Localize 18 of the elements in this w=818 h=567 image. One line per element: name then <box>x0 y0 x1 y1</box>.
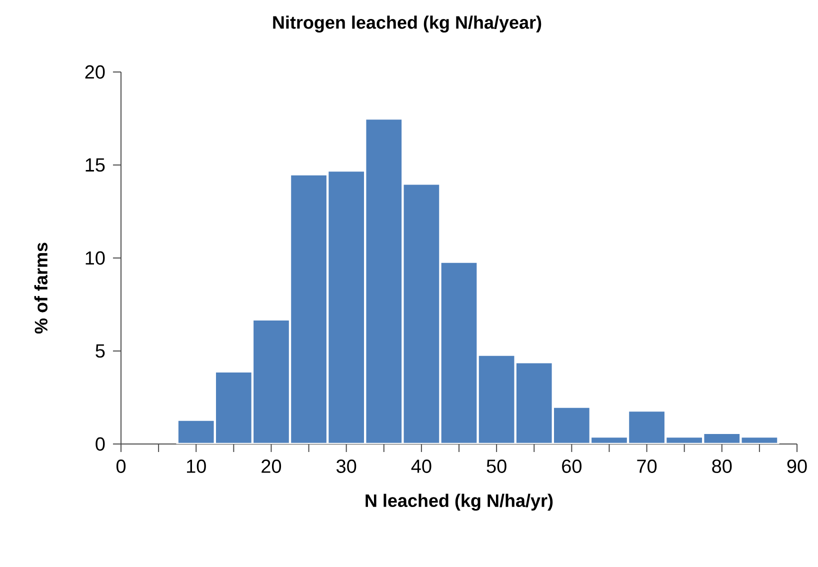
y-tick-label: 5 <box>96 344 105 358</box>
y-axis-title: % of farms <box>34 242 48 334</box>
x-tick-label: 10 <box>186 460 206 473</box>
x-tick-label: 90 <box>787 460 807 473</box>
chart-title: Nitrogen leached (kg N/ha/year) <box>273 16 542 32</box>
y-tick-label: 15 <box>86 158 105 172</box>
x-tick-label: 80 <box>712 460 732 473</box>
x-tick-label: 30 <box>336 460 356 473</box>
y-tick-label: 20 <box>85 65 105 79</box>
x-tick-label: 20 <box>262 460 282 473</box>
x-tick-label: 70 <box>637 460 657 473</box>
x-axis-title: N leached (kg N/ha/yr) <box>366 494 553 511</box>
y-tick-label: 0 <box>96 437 105 451</box>
x-tick-label: 60 <box>562 460 582 473</box>
x-tick-label: 40 <box>411 460 432 473</box>
x-tick-label: 0 <box>116 460 126 473</box>
x-tick-label: 50 <box>486 460 506 473</box>
y-tick-label: 10 <box>86 251 105 265</box>
